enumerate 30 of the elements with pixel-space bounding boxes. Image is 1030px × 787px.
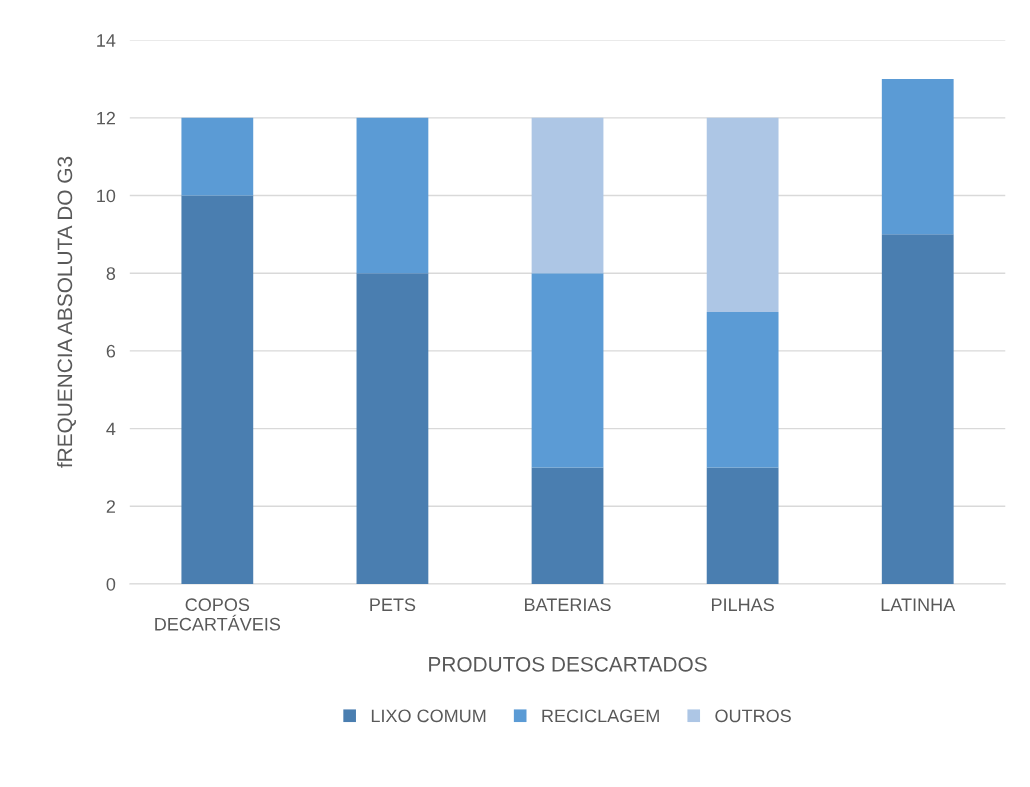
x-axis-title: PRODUTOS DESCARTADOS bbox=[429, 656, 707, 672]
y-tick-label: 14 bbox=[97, 34, 116, 47]
y-axis-title: fREQUENCIA ABSOLUTA DO G3 bbox=[56, 156, 76, 468]
x-tick-label: PILHAS bbox=[712, 598, 774, 612]
bar bbox=[531, 117, 604, 274]
legend-label: LIXO COMUM bbox=[371, 709, 486, 723]
y-tick-label: 8 bbox=[106, 267, 116, 280]
bar bbox=[181, 195, 254, 584]
x-tick-label: COPOS DECARTÁVEIS bbox=[155, 598, 281, 631]
bar bbox=[881, 78, 954, 235]
bar bbox=[356, 117, 429, 274]
bar bbox=[531, 467, 604, 584]
y-tick-label: 0 bbox=[106, 577, 116, 591]
bar bbox=[356, 273, 429, 584]
y-tick-label: 2 bbox=[106, 500, 115, 513]
y-tick-label: 10 bbox=[97, 189, 116, 203]
y-tick-label: 12 bbox=[97, 111, 115, 125]
bar bbox=[706, 467, 779, 584]
bar bbox=[706, 117, 779, 313]
bar bbox=[881, 234, 954, 584]
y-tick-label: 4 bbox=[106, 422, 116, 436]
bar bbox=[706, 312, 779, 468]
x-tick-label: LATINHA bbox=[881, 598, 956, 611]
x-tick-label: BATERIAS bbox=[525, 598, 611, 612]
bar bbox=[181, 117, 254, 196]
x-tick-label: PETS bbox=[370, 598, 416, 612]
y-tick-label: 6 bbox=[106, 344, 116, 358]
legend-label: RECICLAGEM bbox=[542, 709, 659, 723]
legend-label: OUTROS bbox=[715, 709, 791, 723]
bar bbox=[531, 273, 604, 468]
